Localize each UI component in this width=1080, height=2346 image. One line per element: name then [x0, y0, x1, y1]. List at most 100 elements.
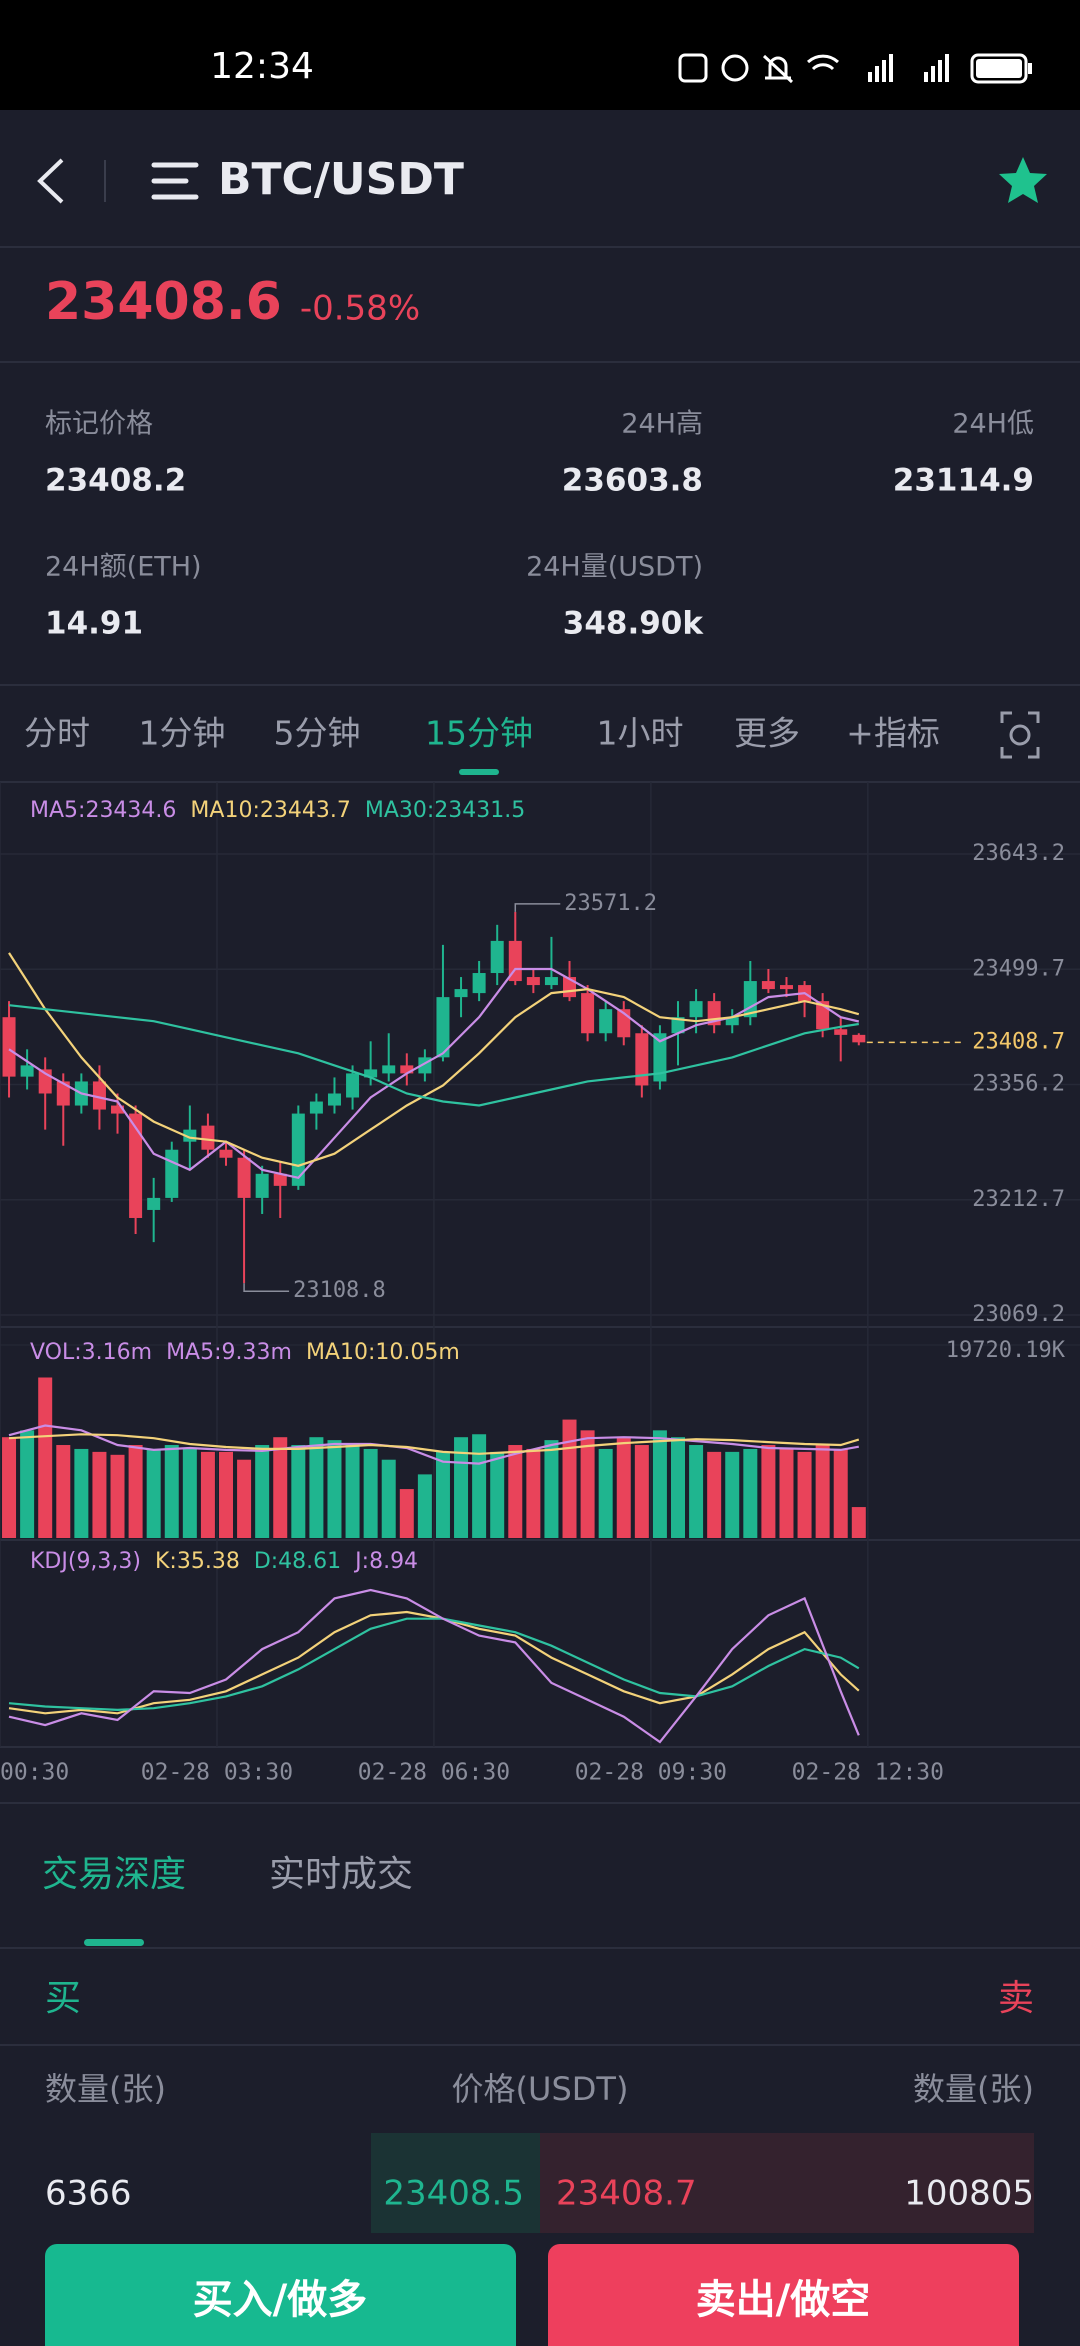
candle-body: [111, 1105, 125, 1114]
volume-bar: [761, 1445, 776, 1538]
period-tab[interactable]: 1分钟: [139, 714, 226, 753]
ask-qty: 100805: [904, 2174, 1034, 2214]
period-tab[interactable]: 1小时: [597, 714, 684, 753]
volume-bar: [417, 1474, 432, 1538]
volume-bar: [2, 1437, 17, 1538]
volume-bar: [381, 1459, 396, 1538]
stat-value: 23603.8: [562, 463, 703, 499]
screenshot-icon[interactable]: [1000, 711, 1040, 759]
volume-bar: [435, 1451, 450, 1538]
last-price: 23408.6: [45, 272, 282, 332]
period-tab[interactable]: 5分钟: [274, 714, 361, 753]
y-tick-label: 23069.2: [972, 1302, 1065, 1327]
period-tab[interactable]: 15分钟: [425, 714, 533, 753]
favorite-star[interactable]: [999, 157, 1047, 203]
legend-entry: MA5:9.33m: [166, 1340, 292, 1365]
stat-value: 23114.9: [893, 463, 1034, 499]
last-price-bg: [965, 1027, 1070, 1058]
volume-bar: [56, 1445, 71, 1538]
candle-body: [201, 1125, 215, 1150]
volume-bar: [851, 1507, 866, 1538]
stat-value: 14.91: [45, 606, 143, 642]
legend-entry: J:8.94: [353, 1549, 418, 1574]
candle-body: [671, 1017, 685, 1034]
extreme-label: 23108.8: [293, 1278, 386, 1303]
kdj-line: [8, 1588, 860, 1744]
candle-body: [273, 1173, 287, 1186]
buy-button[interactable]: [45, 2244, 516, 2346]
period-tab[interactable]: +指标: [846, 714, 940, 753]
ma-line: [8, 952, 860, 1167]
period-tab[interactable]: 分时: [24, 714, 90, 753]
back-button[interactable]: [37, 158, 64, 204]
candle-body: [725, 1017, 739, 1026]
volume-bar: [652, 1430, 667, 1538]
buy-side-label: 买: [45, 1978, 81, 2019]
legend-entry: MA30:23431.5: [365, 798, 525, 823]
volume-bar: [472, 1434, 487, 1538]
stat-label: 24H高: [621, 409, 703, 440]
y-tick-label: 23499.7: [972, 956, 1065, 981]
volume-bar: [689, 1445, 704, 1538]
legend-entry: MA10:23443.7: [190, 798, 350, 823]
candle-body: [147, 1197, 161, 1210]
volume-bar: [833, 1448, 848, 1538]
candle-body: [779, 985, 793, 990]
book-tab[interactable]: 交易深度: [42, 1854, 186, 1895]
candle-body: [581, 993, 595, 1034]
candle-body: [635, 1033, 649, 1086]
menu-icon[interactable]: [151, 162, 199, 200]
candle-body: [165, 1149, 179, 1198]
volume-bar: [92, 1451, 107, 1538]
volume-bar: [399, 1489, 414, 1538]
bid-price: 23408.5: [383, 2174, 524, 2214]
candle-body: [761, 981, 775, 990]
candle-body: [129, 1113, 143, 1218]
volume-bar: [74, 1448, 89, 1538]
volume-bar: [490, 1451, 505, 1538]
book-tab[interactable]: 实时成交: [269, 1854, 413, 1895]
stat-label: 标记价格: [45, 409, 153, 440]
column-header: 价格(USDT): [452, 2070, 629, 2108]
candle-body: [472, 973, 486, 994]
buy-button-label[interactable]: 买入/做多: [193, 2277, 368, 2323]
candle-body: [2, 1017, 16, 1077]
volume-bar: [526, 1448, 541, 1538]
volume-bar: [743, 1448, 758, 1538]
column-header: 数量(张): [913, 2070, 1034, 2108]
candle-body: [327, 1093, 341, 1106]
candle-body: [599, 1009, 613, 1034]
volume-bar: [345, 1445, 360, 1538]
x-tick-label: 02-28 12:30: [792, 1760, 944, 1786]
y-tick-label: 23643.2: [972, 841, 1065, 866]
volume-ma-line: [8, 1433, 860, 1455]
candle-body: [508, 940, 522, 982]
period-tab[interactable]: 更多: [734, 714, 800, 753]
sell-button[interactable]: [548, 2244, 1019, 2346]
y-tick-label: 19720.19K: [946, 1338, 1066, 1363]
volume-bar: [815, 1445, 830, 1538]
y-tick-label: 23212.7: [972, 1187, 1065, 1212]
sell-button-label[interactable]: 卖出/做空: [696, 2277, 871, 2323]
candle-body: [309, 1101, 323, 1114]
candle-body: [436, 997, 450, 1058]
volume-bar: [128, 1445, 143, 1538]
price-change: -0.58%: [300, 289, 420, 329]
candle-body: [382, 1065, 396, 1074]
volume-bar: [291, 1445, 306, 1538]
candle-body: [852, 1034, 866, 1043]
volume-bar: [327, 1440, 342, 1538]
stat-label: 24H额(ETH): [45, 552, 202, 583]
legend-entry: D:48.61: [254, 1549, 341, 1574]
volume-bar: [580, 1430, 595, 1538]
volume-bar: [544, 1440, 559, 1538]
stat-value: 23408.2: [45, 463, 186, 499]
candle-body: [834, 1029, 848, 1035]
candle-body: [526, 977, 540, 986]
candle-body: [255, 1173, 269, 1198]
legend-entry: MA5:23434.6: [30, 798, 176, 823]
x-tick-label: 00:30: [0, 1760, 69, 1786]
signal-bars: [868, 54, 1032, 82]
